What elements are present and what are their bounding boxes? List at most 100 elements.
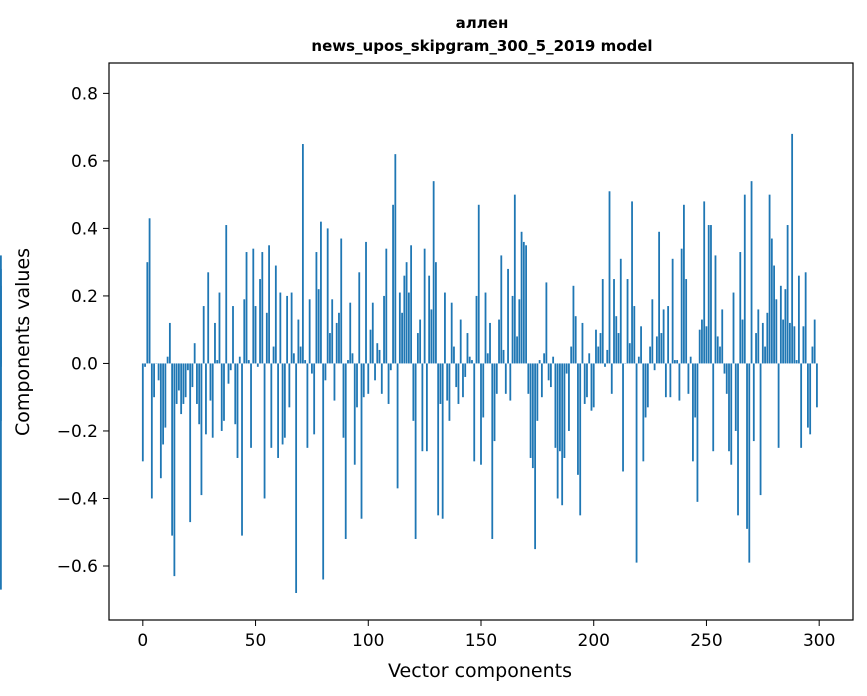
bar [658,231,661,364]
bar [518,299,521,364]
bar [450,302,453,364]
x-tick-label: 200 [578,631,610,651]
bar [459,319,462,364]
bar [766,312,769,364]
bar [243,299,246,364]
bar [737,363,739,516]
bar [421,363,424,452]
bar [439,363,442,404]
bar [642,363,645,462]
bar [457,363,460,404]
bar [482,363,485,418]
bar [349,302,352,364]
bar [626,279,629,364]
x-tick-label: 50 [245,631,267,651]
y-tick-label: 0.8 [71,84,98,104]
plot-frame [108,62,854,621]
bar [800,363,803,448]
bar [0,268,2,364]
bar [340,238,343,364]
bar [214,322,216,364]
bar [351,353,354,364]
x-tick-label: 150 [465,631,497,651]
bar [719,346,721,364]
bar [301,144,304,364]
bar [475,295,478,364]
bar [468,356,471,364]
bar [414,363,417,539]
bar [678,363,681,401]
bar [500,255,503,364]
bar [712,363,715,452]
bar [613,279,615,364]
bar [649,346,651,364]
x-axis-label: Vector components [388,660,572,682]
bar [556,363,559,499]
bar [486,353,489,364]
bar [141,363,144,462]
bar [586,363,588,398]
bar [714,255,717,364]
bar [184,363,187,398]
bar [583,363,586,404]
bar [0,363,2,421]
x-tick-label: 0 [137,631,148,651]
bar [209,363,212,401]
bar [252,248,255,364]
bar [387,363,390,404]
bar [543,353,546,364]
bar [773,265,775,364]
bar [552,356,555,364]
bar [633,306,636,364]
bar [703,201,706,364]
bar [813,319,816,364]
bar [448,363,451,421]
bar [229,363,232,371]
bar [274,265,277,364]
bar [437,363,440,516]
bar [177,363,180,391]
bar [353,363,356,465]
bar [205,363,207,435]
bar [180,363,183,415]
bar [0,363,2,590]
bar [775,299,778,364]
bar [619,258,622,364]
bar [710,225,712,364]
bar [394,154,397,364]
bar [473,363,476,462]
bar [563,363,566,458]
bar [311,363,313,374]
bar [608,191,611,364]
bar [297,319,300,364]
bar [568,363,570,431]
bar [491,363,494,539]
bar [329,333,331,364]
bar [430,309,433,364]
bar [376,343,379,364]
bar [256,363,259,367]
bar [779,285,782,364]
y-axis-label: Components values [12,248,34,436]
bar [380,363,383,394]
bar [755,333,757,364]
bar [748,363,751,563]
bar [453,346,455,364]
bar [272,346,275,364]
bar [173,363,176,577]
bar [220,363,223,431]
bar [606,349,609,364]
bar [202,306,205,364]
bar [322,363,325,580]
bar [396,363,399,489]
bar [171,363,174,536]
chart-title: аллен [456,14,509,32]
bar [561,363,564,506]
bar [378,349,381,364]
bar [148,218,151,364]
bar [622,363,624,472]
bar [615,316,618,364]
bar [153,363,155,398]
bar [277,363,279,458]
